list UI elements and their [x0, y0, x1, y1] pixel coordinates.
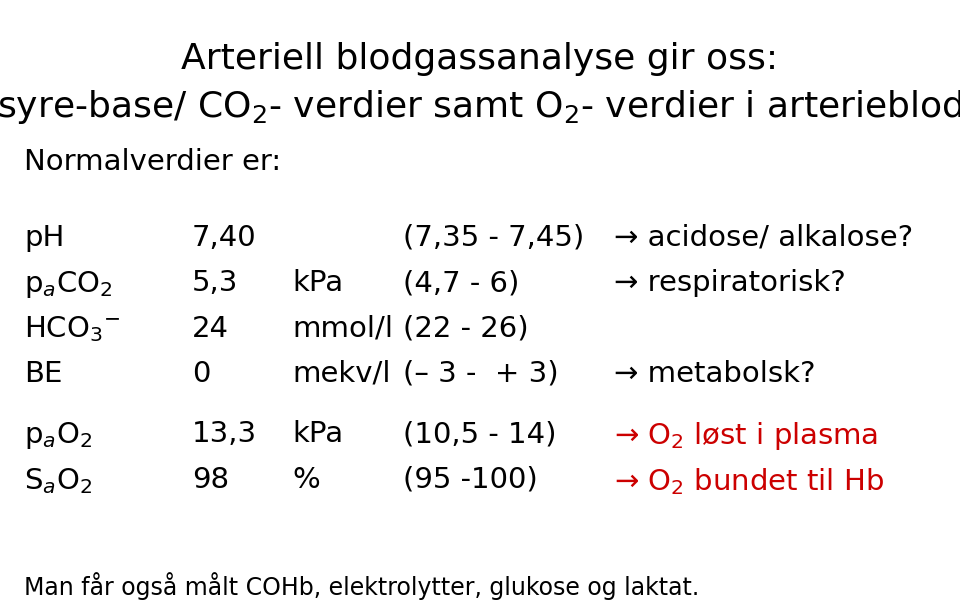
Text: Arteriell blodgassanalyse gir oss:: Arteriell blodgassanalyse gir oss: [181, 42, 779, 76]
Text: → respiratorisk?: → respiratorisk? [614, 269, 846, 297]
Text: (– 3 -  + 3): (– 3 - + 3) [403, 360, 559, 388]
Text: kPa: kPa [293, 269, 344, 297]
Text: Normalverdier er:: Normalverdier er: [24, 148, 281, 176]
Text: 98: 98 [192, 466, 229, 494]
Text: Man får også målt COHb, elektrolytter, glukose og laktat.: Man får også målt COHb, elektrolytter, g… [24, 572, 699, 600]
Text: (10,5 - 14): (10,5 - 14) [403, 420, 557, 448]
Text: (95 -100): (95 -100) [403, 466, 538, 494]
Text: pH: pH [24, 224, 64, 252]
Text: → O$_{2}$ bundet til Hb: → O$_{2}$ bundet til Hb [614, 466, 884, 497]
Text: mmol/l: mmol/l [293, 315, 394, 342]
Text: S$_{a}$O$_{2}$: S$_{a}$O$_{2}$ [24, 466, 92, 495]
Text: kPa: kPa [293, 420, 344, 448]
Text: 5,3: 5,3 [192, 269, 238, 297]
Text: mekv/l: mekv/l [293, 360, 392, 388]
Text: (4,7 - 6): (4,7 - 6) [403, 269, 519, 297]
Text: 24: 24 [192, 315, 229, 342]
Text: 7,40: 7,40 [192, 224, 256, 252]
Text: 0: 0 [192, 360, 210, 388]
Text: (22 - 26): (22 - 26) [403, 315, 529, 342]
Text: BE: BE [24, 360, 62, 388]
Text: → acidose/ alkalose?: → acidose/ alkalose? [614, 224, 914, 252]
Text: p$_{a}$CO$_{2}$: p$_{a}$CO$_{2}$ [24, 269, 112, 300]
Text: 13,3: 13,3 [192, 420, 257, 448]
Text: p$_{a}$O$_{2}$: p$_{a}$O$_{2}$ [24, 420, 92, 451]
Text: (7,35 - 7,45): (7,35 - 7,45) [403, 224, 585, 252]
Text: %: % [293, 466, 321, 494]
Text: HCO$_{3}$$^{-}$: HCO$_{3}$$^{-}$ [24, 315, 120, 344]
Text: → metabolsk?: → metabolsk? [614, 360, 816, 388]
Text: → O$_{2}$ løst i plasma: → O$_{2}$ løst i plasma [614, 420, 878, 453]
Text: syre-base/ CO$_{2}$- verdier samt O$_{2}$- verdier i arterieblod: syre-base/ CO$_{2}$- verdier samt O$_{2}… [0, 88, 960, 126]
